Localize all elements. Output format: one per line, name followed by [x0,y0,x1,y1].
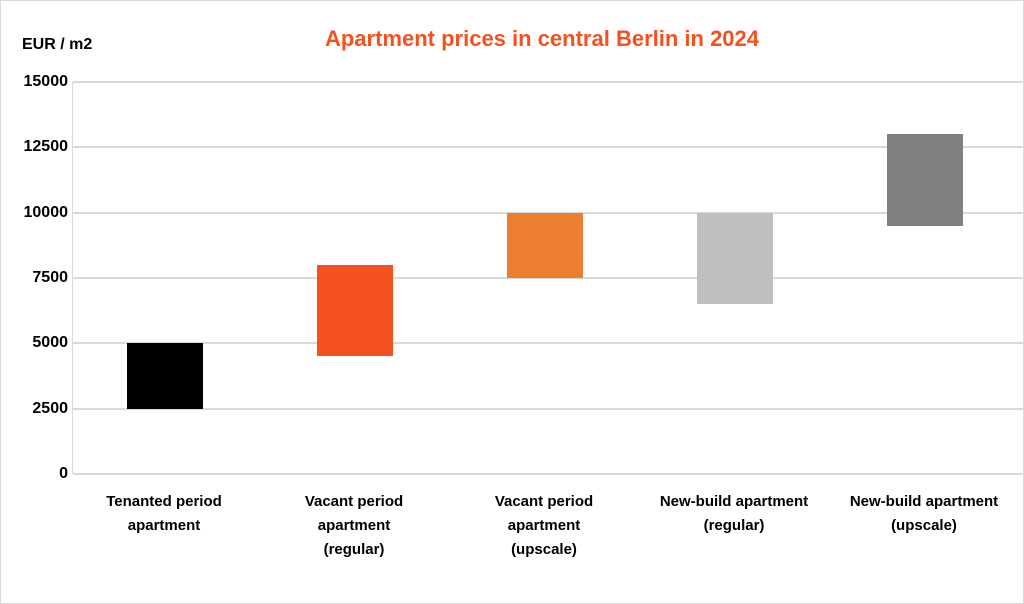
bar-range [317,264,393,357]
bar-range [697,212,773,305]
x-tick-label: Vacant period apartment (regular) [304,493,404,558]
gridline [73,342,1023,345]
bar-range [887,134,963,226]
y-tick-label: 7500 [32,269,68,286]
y-tick-label: 5000 [32,334,68,352]
x-axis-line [73,473,1023,475]
plot-area [72,81,1023,475]
y-tick-label: 10000 [23,203,69,221]
y-tick-label: 2500 [32,399,68,417]
gridline [73,81,1023,83]
x-tick-label: Tenanted period apartment [106,493,222,534]
bar-range [507,212,583,278]
gridline [73,277,1023,279]
y-axis-label: EUR / m2 [22,36,93,53]
y-tick-label: 15000 [23,73,69,90]
x-tick-label: New-build apartment (regular) [659,493,809,534]
x-tick-label: New-build apartment (upscale) [849,493,999,534]
gridline [73,146,1023,149]
gridline [73,407,1023,410]
y-tick-label: 12500 [23,138,69,156]
chart-title: Apartment prices in central Berlin in 20… [324,26,760,51]
x-tick-label: Vacant period apartment (upscale) [494,493,594,558]
bar-range [127,343,203,409]
y-tick-label: 0 [59,465,68,482]
